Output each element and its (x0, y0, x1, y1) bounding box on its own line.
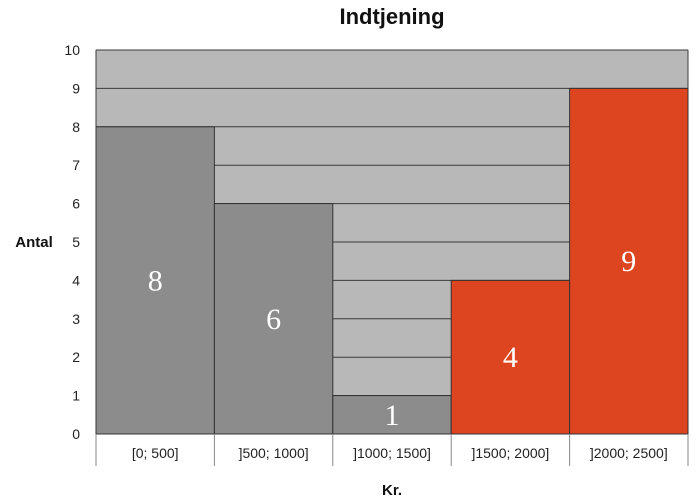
bar-2 (213, 203, 334, 435)
bar-value-label: 8 (148, 264, 163, 297)
y-tick-label: 10 (64, 42, 80, 58)
bar-value-label: 9 (621, 245, 636, 278)
bar-value-label: 1 (385, 399, 400, 432)
y-tick-label: 0 (72, 426, 80, 442)
x-tick-label: ]1500; 2000] (471, 445, 549, 461)
bar-value-label: 4 (503, 341, 518, 374)
y-axis-ticks: 0 1 2 3 4 5 6 7 8 9 10 (64, 42, 80, 442)
y-tick-label: 9 (72, 80, 80, 96)
x-axis-label: Kr. (382, 482, 402, 499)
y-tick-label: 6 (72, 196, 80, 212)
x-tick-label: [0; 500] (132, 445, 179, 461)
y-tick-label: 3 (72, 311, 80, 327)
y-tick-label: 2 (72, 349, 80, 365)
bar-5 (569, 87, 689, 435)
bar-value-label: 6 (266, 303, 281, 336)
bar-1 (95, 126, 215, 435)
x-tick-label: ]1000; 1500] (353, 445, 431, 461)
x-tick-label: ]2000; 2500] (590, 445, 668, 461)
y-tick-label: 4 (72, 272, 80, 288)
x-axis-ticks: [0; 500] ]500; 1000] ]1000; 1500] ]1500; 20… (95, 434, 689, 466)
bar-3 (332, 395, 452, 435)
bars: 8 6 1 4 9 (95, 87, 689, 435)
y-tick-label: 8 (72, 119, 80, 135)
y-tick-label: 7 (72, 157, 80, 173)
y-tick-label: 1 (72, 388, 80, 404)
y-axis-label: Antal (15, 234, 53, 251)
y-tick-label: 5 (72, 234, 80, 250)
x-tick-label: ]500; 1000] (239, 445, 309, 461)
bar-4 (450, 279, 571, 435)
chart-title: Indtjening (339, 4, 444, 29)
